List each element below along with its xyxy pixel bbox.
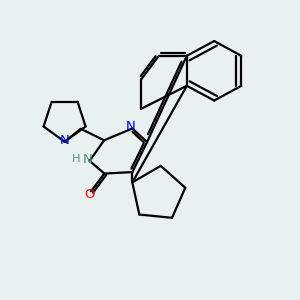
Text: H: H bbox=[72, 154, 81, 164]
Text: O: O bbox=[84, 188, 95, 201]
Text: N: N bbox=[126, 120, 136, 133]
Text: N: N bbox=[60, 134, 70, 147]
Text: N: N bbox=[82, 153, 92, 166]
